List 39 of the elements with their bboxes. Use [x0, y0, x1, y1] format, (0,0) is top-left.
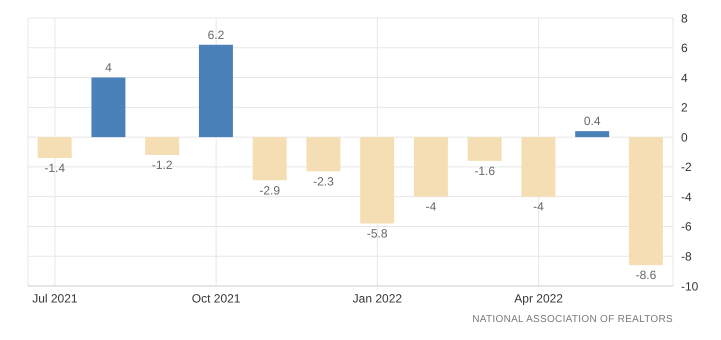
bar [198, 44, 233, 138]
x-tick-label: Apr 2022 [514, 292, 564, 306]
bar [145, 137, 180, 155]
y-tick-label: 8 [681, 11, 688, 26]
data-label: 4 [105, 60, 112, 75]
bar [306, 137, 340, 172]
x-tick-label: Jan 2022 [352, 292, 402, 306]
y-tick-label: 4 [681, 70, 688, 85]
y-tick-label: -2 [681, 160, 692, 174]
bar [575, 131, 610, 138]
data-label: -8.6 [636, 268, 657, 282]
bar [91, 78, 126, 138]
bar [628, 137, 663, 266]
bar [252, 137, 287, 180]
bar [468, 137, 502, 161]
y-tick-label: -8 [681, 249, 692, 264]
x-tick-label: Oct 2021 [192, 292, 241, 306]
y-tick-label: 6 [681, 41, 688, 56]
data-label: -2.9 [259, 183, 280, 198]
bar [521, 137, 556, 197]
y-tick-label: 0 [681, 130, 688, 144]
data-label: 6.2 [208, 28, 225, 42]
y-tick-label: -10 [681, 279, 699, 294]
y-tick-label: 2 [681, 100, 688, 115]
data-label: 0.4 [584, 114, 601, 128]
data-label: -2.3 [313, 174, 334, 188]
data-label: -1.2 [152, 158, 173, 172]
y-tick-label: -4 [681, 190, 692, 204]
data-label: -1.4 [44, 160, 66, 175]
data-label: -1.6 [474, 164, 496, 178]
bar [38, 137, 72, 158]
data-label: -5.8 [366, 226, 388, 240]
bar [360, 137, 394, 224]
y-tick-label: -6 [681, 220, 692, 234]
text: NATIONAL ASSOCIATION OF REALTORS [472, 314, 673, 325]
x-tick-label: Jul 2021 [32, 292, 78, 306]
bar [414, 137, 448, 197]
data-label: -4 [426, 200, 437, 214]
data-label: -4 [533, 200, 544, 214]
